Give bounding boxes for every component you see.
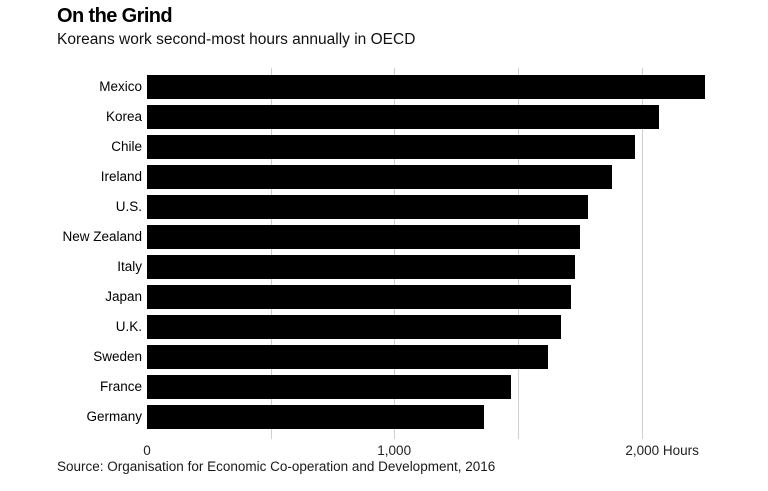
category-label: Germany	[86, 409, 142, 424]
gridline	[517, 68, 519, 439]
bar	[147, 315, 562, 339]
bar	[147, 345, 548, 369]
category-label: Sweden	[93, 349, 142, 364]
bar	[147, 225, 581, 249]
bar	[147, 165, 612, 189]
bar	[147, 255, 575, 279]
bar	[147, 285, 571, 309]
chart-title: On the Grind	[57, 5, 173, 27]
bar	[147, 135, 635, 159]
bar	[147, 195, 588, 219]
x-tick-text: 0	[143, 443, 151, 458]
x-axis: 0 1,000 2,000 Hours	[143, 442, 728, 460]
bar	[147, 75, 705, 99]
category-label: Mexico	[99, 79, 142, 94]
category-label: Chile	[111, 139, 142, 154]
category-label: New Zealand	[62, 229, 142, 244]
gridline	[394, 68, 396, 439]
category-label: France	[99, 379, 142, 394]
bar	[147, 375, 511, 399]
category-label: Japan	[105, 289, 142, 304]
chart-subtitle: Koreans work second-most hours annually …	[57, 31, 416, 48]
x-tick-text: 2,000 Hours	[625, 443, 699, 458]
category-label-column: Mexico Korea Chile Ireland U.S. New Zealand It…	[0, 68, 142, 439]
bar	[147, 105, 659, 129]
gridline	[270, 68, 272, 439]
gridline	[641, 68, 643, 439]
category-label: Italy	[117, 259, 142, 274]
category-label: Ireland	[100, 169, 142, 184]
source-note: Source: Organisation for Economic Co-ope…	[57, 459, 496, 474]
plot-area	[147, 68, 728, 439]
category-label: U.S.	[115, 199, 142, 214]
category-label: Korea	[105, 109, 142, 124]
category-label: U.K.	[115, 319, 142, 334]
bar	[147, 405, 484, 429]
x-tick-text: 1,000	[377, 443, 412, 458]
